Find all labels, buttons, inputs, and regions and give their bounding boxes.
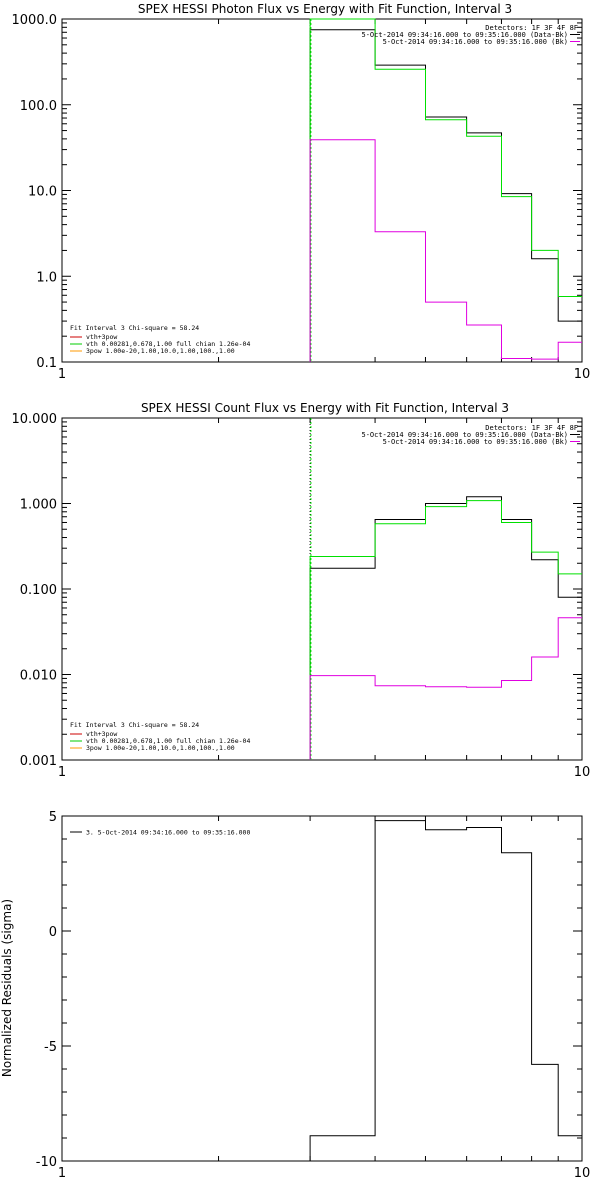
panel3-series [309,820,582,1161]
x-tick-label: 1 [58,1166,66,1181]
x-tick-label: 1 [58,765,66,780]
series-0-step-line [309,29,582,362]
y-tick-label: 10.000 [12,412,58,427]
y-tick-label: 10.0 [28,185,57,200]
panel1-title: SPEX HESSI Photon Flux vs Energy with Fi… [138,2,512,16]
y-tick-label: 0.100 [20,583,57,598]
panel1-legend-3pow: 3pow 1.00e-20,1.00,10.0,1.00,100.,1.00 [86,347,235,355]
panel2-legend-data: 5-Oct-2014 09:34:16.000 to 09:35:16.000 … [361,431,568,439]
panel2-title: SPEX HESSI Count Flux vs Energy with Fit… [141,401,509,415]
y-tick-label: 1.0 [36,270,57,285]
panel2-frame [61,417,583,761]
y-tick-label: 0.001 [20,754,57,769]
y-tick-label: 0.1 [36,356,57,371]
panel2-legend-vth: vth 0.00281,0.678,1.00 full chian 1.26e-… [86,737,250,745]
panel2-legend-top: Detectors: 1F 3F 4F 8F 5-Oct-2014 09:34:… [361,424,580,446]
photon-flux-panel: SPEX HESSI Photon Flux vs Energy with Fi… [12,2,591,382]
residuals-panel: Normalized Residuals (sigma) 1 1050-5-10 … [0,810,590,1181]
x-tick-label: 10 [574,765,591,780]
series-1-step-line [309,18,582,362]
panel1-legend-bk: 5-Oct-2014 09:34:16.000 to 09:35:16.000 … [383,38,568,46]
panel2-ticks: 1 10 0.001 0.010 0.100 1.000 10.000 [12,412,591,780]
series-0-step-line [309,496,582,760]
y-tick-label: 100.0 [20,99,57,114]
panel2-series [309,496,582,760]
y-tick-label: 0.010 [20,669,57,684]
y-tick-label: 0 [49,925,57,940]
panel1-frame [61,18,583,363]
series-2-step-line [309,139,582,362]
series-1-step-line [309,500,582,760]
y-tick-label: 1.000 [20,498,57,513]
panel2-legend-bottom: Fit Interval 3 Chi-square = 58.24 vth+3p… [70,721,250,752]
x-tick-label: 1 [58,367,66,382]
panel1-legend-bottom: Fit Interval 3 Chi-square = 58.24 vth+3p… [70,324,250,355]
panel1-legend-data: 5-Oct-2014 09:34:16.000 to 09:35:16.000 … [361,31,568,39]
panel2-legend-fit: Fit Interval 3 Chi-square = 58.24 [70,721,199,729]
panel3-ticks: 1 10 5 0 -5 -10 [36,810,591,1181]
x-tick-label: 10 [574,367,591,382]
panel3-legend: 3. 5-Oct-2014 09:34:16.000 to 09:35:16.0… [70,829,250,837]
panel3-legend-text: 3. 5-Oct-2014 09:34:16.000 to 09:35:16.0… [86,829,250,837]
y-tick-label: 5 [49,810,57,825]
series-0-step-line [309,820,582,1161]
y-tick-label: -5 [44,1040,57,1055]
panel1-legend-detectors: Detectors: 1F 3F 4F 8F [485,24,578,32]
panel1-legend-top: Detectors: 1F 3F 4F 8F 5-Oct-2014 09:34:… [361,24,580,46]
count-flux-panel: SPEX HESSI Count Flux vs Energy with Fit… [12,401,591,780]
panel3-ylabel: Normalized Residuals (sigma) [0,899,14,1077]
panel1-legend-fit: Fit Interval 3 Chi-square = 58.24 [70,324,199,332]
y-tick-label: 1000.0 [12,13,58,28]
panel1-series [309,18,582,362]
panel2-legend-detectors: Detectors: 1F 3F 4F 8F [485,424,578,432]
panel1-legend-model: vth+3pow [86,333,117,341]
panel2-legend-3pow: 3pow 1.00e-20,1.00,10.0,1.00,100.,1.00 [86,744,235,752]
panel1-legend-vth: vth 0.00281,0.678,1.00 full chian 1.26e-… [86,340,250,348]
x-tick-label: 10 [574,1166,591,1181]
panel1-ticks: 1 10 0.1 1.0 10.0 100.0 1000.0 [12,13,591,382]
panel2-legend-bk: 5-Oct-2014 09:34:16.000 to 09:35:16.000 … [383,438,568,446]
y-tick-label: -10 [36,1155,57,1170]
panel2-legend-model: vth+3pow [86,730,117,738]
series-2-step-line [309,617,582,760]
panel3-frame [61,815,583,1162]
